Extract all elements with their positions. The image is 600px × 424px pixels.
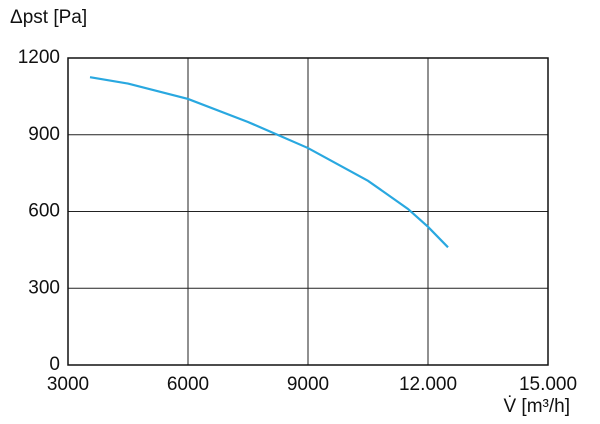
y-tick-label: 300	[28, 277, 60, 298]
x-axis-label: V̇ [m³/h]	[503, 396, 570, 417]
x-tick-label: 3000	[47, 374, 89, 395]
y-tick-label: 0	[49, 354, 60, 375]
x-tick-label: 9000	[287, 374, 329, 395]
x-tick-label: 12.000	[399, 374, 457, 395]
plot-frame	[67, 57, 549, 366]
x-tick-label: 6000	[167, 374, 209, 395]
y-axis-label: Δpst [Pa]	[10, 7, 87, 28]
y-tick-label: 1200	[18, 47, 60, 68]
y-tick-label: 900	[28, 124, 60, 145]
y-tick-label: 600	[28, 201, 60, 222]
data-line	[89, 76, 449, 249]
x-tick-label: 15.000	[519, 374, 577, 395]
